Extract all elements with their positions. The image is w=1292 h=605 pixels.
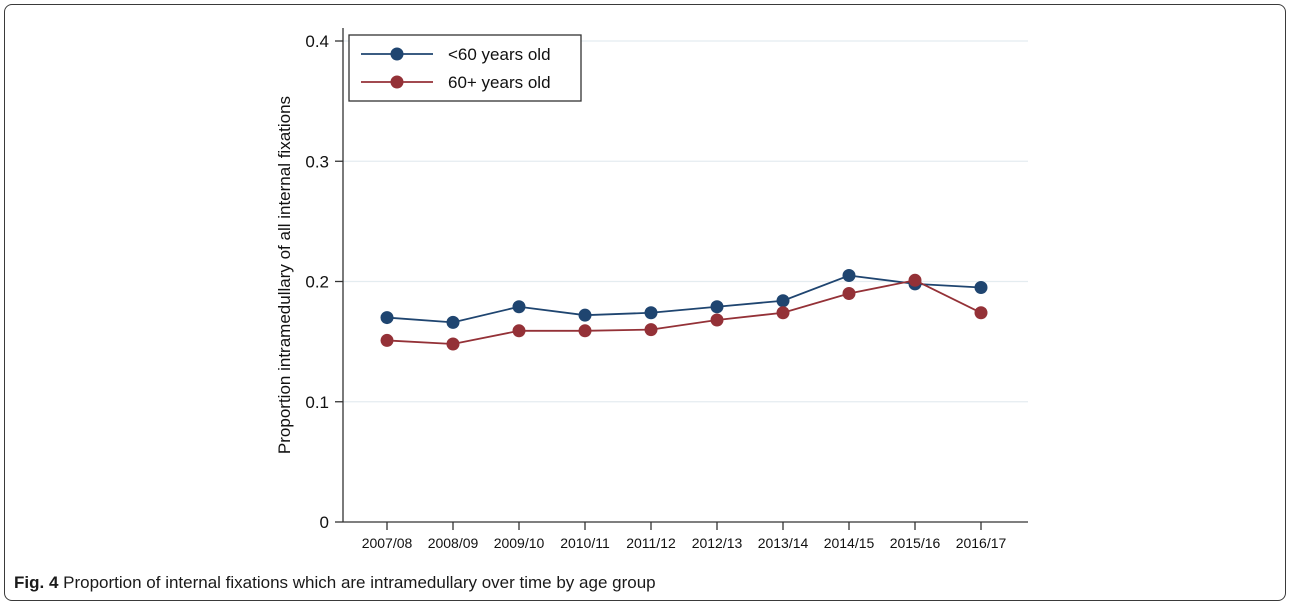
y-tick-label: 0.2 <box>305 273 329 292</box>
y-tick-label: 0.4 <box>305 32 329 51</box>
y-tick-label: 0.3 <box>305 152 329 171</box>
data-point <box>380 333 394 347</box>
x-tick-label: 2009/10 <box>494 535 545 551</box>
data-point <box>710 313 724 327</box>
series-line <box>386 274 982 324</box>
data-point <box>578 308 592 322</box>
data-point <box>776 306 790 320</box>
data-point <box>578 324 592 338</box>
data-point <box>710 300 724 314</box>
x-tick-label: 2008/09 <box>428 535 479 551</box>
data-point <box>446 337 460 351</box>
legend: <60 years old 60+ years old <box>348 34 582 102</box>
caption-label: Fig. 4 <box>14 573 59 592</box>
caption-text: Proportion of internal fixations which a… <box>58 573 656 592</box>
figure-caption: Fig. 4 Proportion of internal fixations … <box>14 573 656 593</box>
data-point <box>512 324 526 338</box>
data-point <box>446 315 460 329</box>
legend-marker <box>390 75 404 89</box>
data-point <box>908 273 922 287</box>
data-point <box>644 306 658 320</box>
x-tick-label: 2011/12 <box>626 535 676 551</box>
data-point <box>512 300 526 314</box>
data-point <box>644 323 658 337</box>
series-line <box>386 279 982 345</box>
data-point <box>380 311 394 325</box>
x-tick-label: 2010/11 <box>560 535 610 551</box>
x-tick-label: 2013/14 <box>758 535 809 551</box>
y-axis-label: Proportion intramedullary of all interna… <box>275 96 294 454</box>
y-tick-label: 0 <box>320 513 329 532</box>
axes <box>342 28 1028 523</box>
data-point <box>776 294 790 308</box>
x-tick-label: 2015/16 <box>890 535 941 551</box>
x-axis-ticks: 2007/08 2008/09 2009/10 2010/11 2011/12 2012/… <box>362 522 1007 551</box>
series-lines <box>380 268 988 351</box>
y-tick-label: 0.1 <box>305 393 329 412</box>
line-chart: 0 0.1 0.2 0.3 0.4 2007/08 2008/09 2009/10 2010/… <box>275 28 1028 551</box>
x-tick-label: 2012/13 <box>692 535 743 551</box>
figure-frame <box>4 4 1286 601</box>
data-point <box>974 306 988 320</box>
legend-label: 60+ years old <box>448 73 551 92</box>
data-point <box>974 281 988 295</box>
x-tick-label: 2014/15 <box>824 535 875 551</box>
legend-label: <60 years old <box>448 45 551 64</box>
legend-box <box>348 34 582 102</box>
data-point <box>842 268 856 282</box>
data-point <box>842 287 856 301</box>
legend-marker <box>390 47 404 61</box>
y-axis-ticks: 0 0.1 0.2 0.3 0.4 <box>305 32 343 532</box>
x-tick-label: 2016/17 <box>956 535 1007 551</box>
x-tick-label: 2007/08 <box>362 535 413 551</box>
